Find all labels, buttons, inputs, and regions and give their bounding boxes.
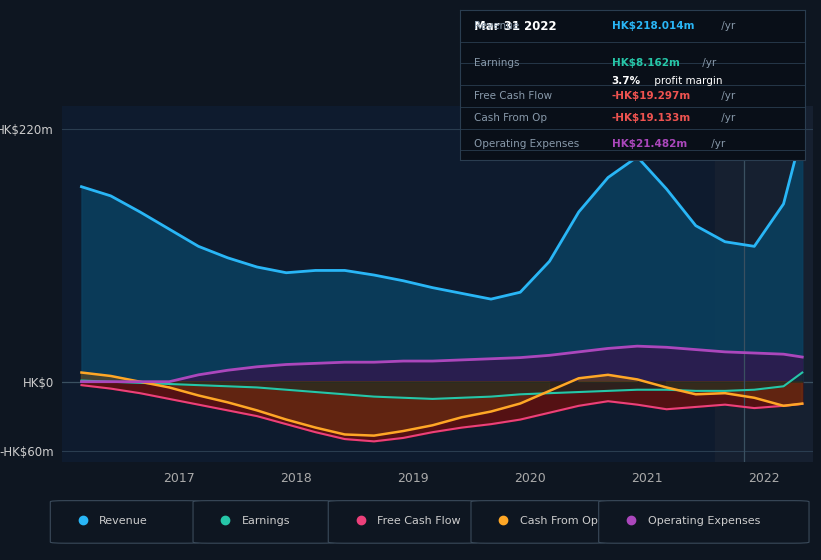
- Text: HK$8.162m: HK$8.162m: [612, 58, 680, 68]
- FancyBboxPatch shape: [193, 501, 336, 543]
- Text: /yr: /yr: [709, 139, 726, 150]
- FancyBboxPatch shape: [50, 501, 200, 543]
- Text: -HK$19.133m: -HK$19.133m: [612, 113, 691, 123]
- Text: /yr: /yr: [718, 21, 736, 31]
- Text: Free Cash Flow: Free Cash Flow: [377, 516, 461, 526]
- Text: /yr: /yr: [718, 91, 736, 101]
- Text: Free Cash Flow: Free Cash Flow: [474, 91, 552, 101]
- Text: Operating Expenses: Operating Expenses: [474, 139, 579, 150]
- Bar: [714, 106, 813, 462]
- Text: 3.7%: 3.7%: [612, 76, 641, 86]
- Text: HK$218.014m: HK$218.014m: [612, 21, 695, 31]
- Text: profit margin: profit margin: [652, 76, 723, 86]
- Text: Revenue: Revenue: [99, 516, 148, 526]
- Text: -HK$19.297m: -HK$19.297m: [612, 91, 691, 101]
- FancyBboxPatch shape: [328, 501, 479, 543]
- Text: HK$21.482m: HK$21.482m: [612, 139, 687, 150]
- Text: Earnings: Earnings: [474, 58, 520, 68]
- Text: /yr: /yr: [718, 113, 736, 123]
- Text: Revenue: Revenue: [474, 21, 519, 31]
- FancyBboxPatch shape: [471, 501, 606, 543]
- Text: Mar 31 2022: Mar 31 2022: [474, 21, 557, 34]
- Text: /yr: /yr: [699, 58, 716, 68]
- Text: Earnings: Earnings: [242, 516, 291, 526]
- Text: Cash From Op: Cash From Op: [520, 516, 598, 526]
- Text: Operating Expenses: Operating Expenses: [648, 516, 760, 526]
- FancyBboxPatch shape: [599, 501, 809, 543]
- Text: Cash From Op: Cash From Op: [474, 113, 547, 123]
